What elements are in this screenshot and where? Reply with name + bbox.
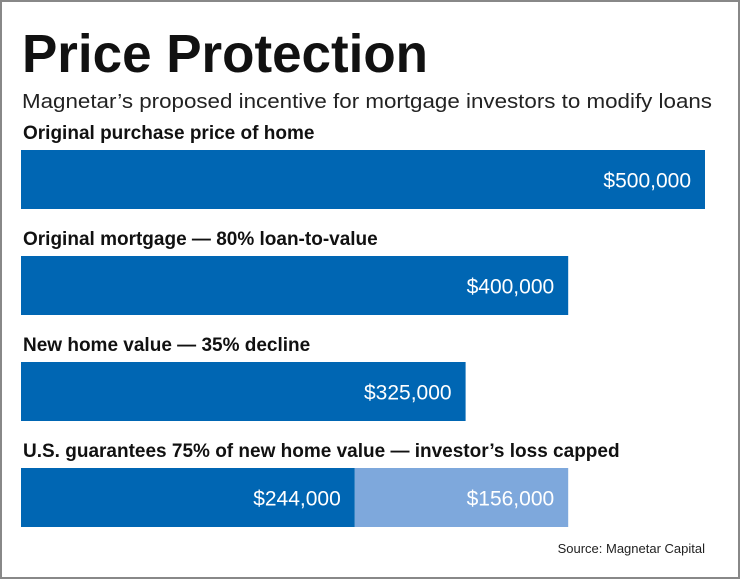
chart-subtitle: Magnetar’s proposed incentive for mortga… <box>22 91 712 113</box>
bar <box>21 362 466 421</box>
bar <box>21 468 355 527</box>
source: Source: Magnetar Capital <box>558 541 706 556</box>
bar <box>354 468 569 527</box>
bar <box>21 256 569 315</box>
category-label: Original mortgage — 80% loan-to-value <box>23 229 378 250</box>
category-label: U.S. guarantees 75% of new home value — … <box>23 441 620 462</box>
category-label: New home value — 35% decline <box>23 335 310 356</box>
value-label: $500,000 <box>603 170 691 193</box>
chart-title: Price Protection <box>22 24 428 84</box>
bar <box>21 150 705 209</box>
value-label: $156,000 <box>467 488 555 511</box>
value-label: $244,000 <box>253 488 341 511</box>
value-label: $400,000 <box>467 276 555 299</box>
category-label: Original purchase price of home <box>23 123 314 144</box>
value-label: $325,000 <box>364 382 452 405</box>
